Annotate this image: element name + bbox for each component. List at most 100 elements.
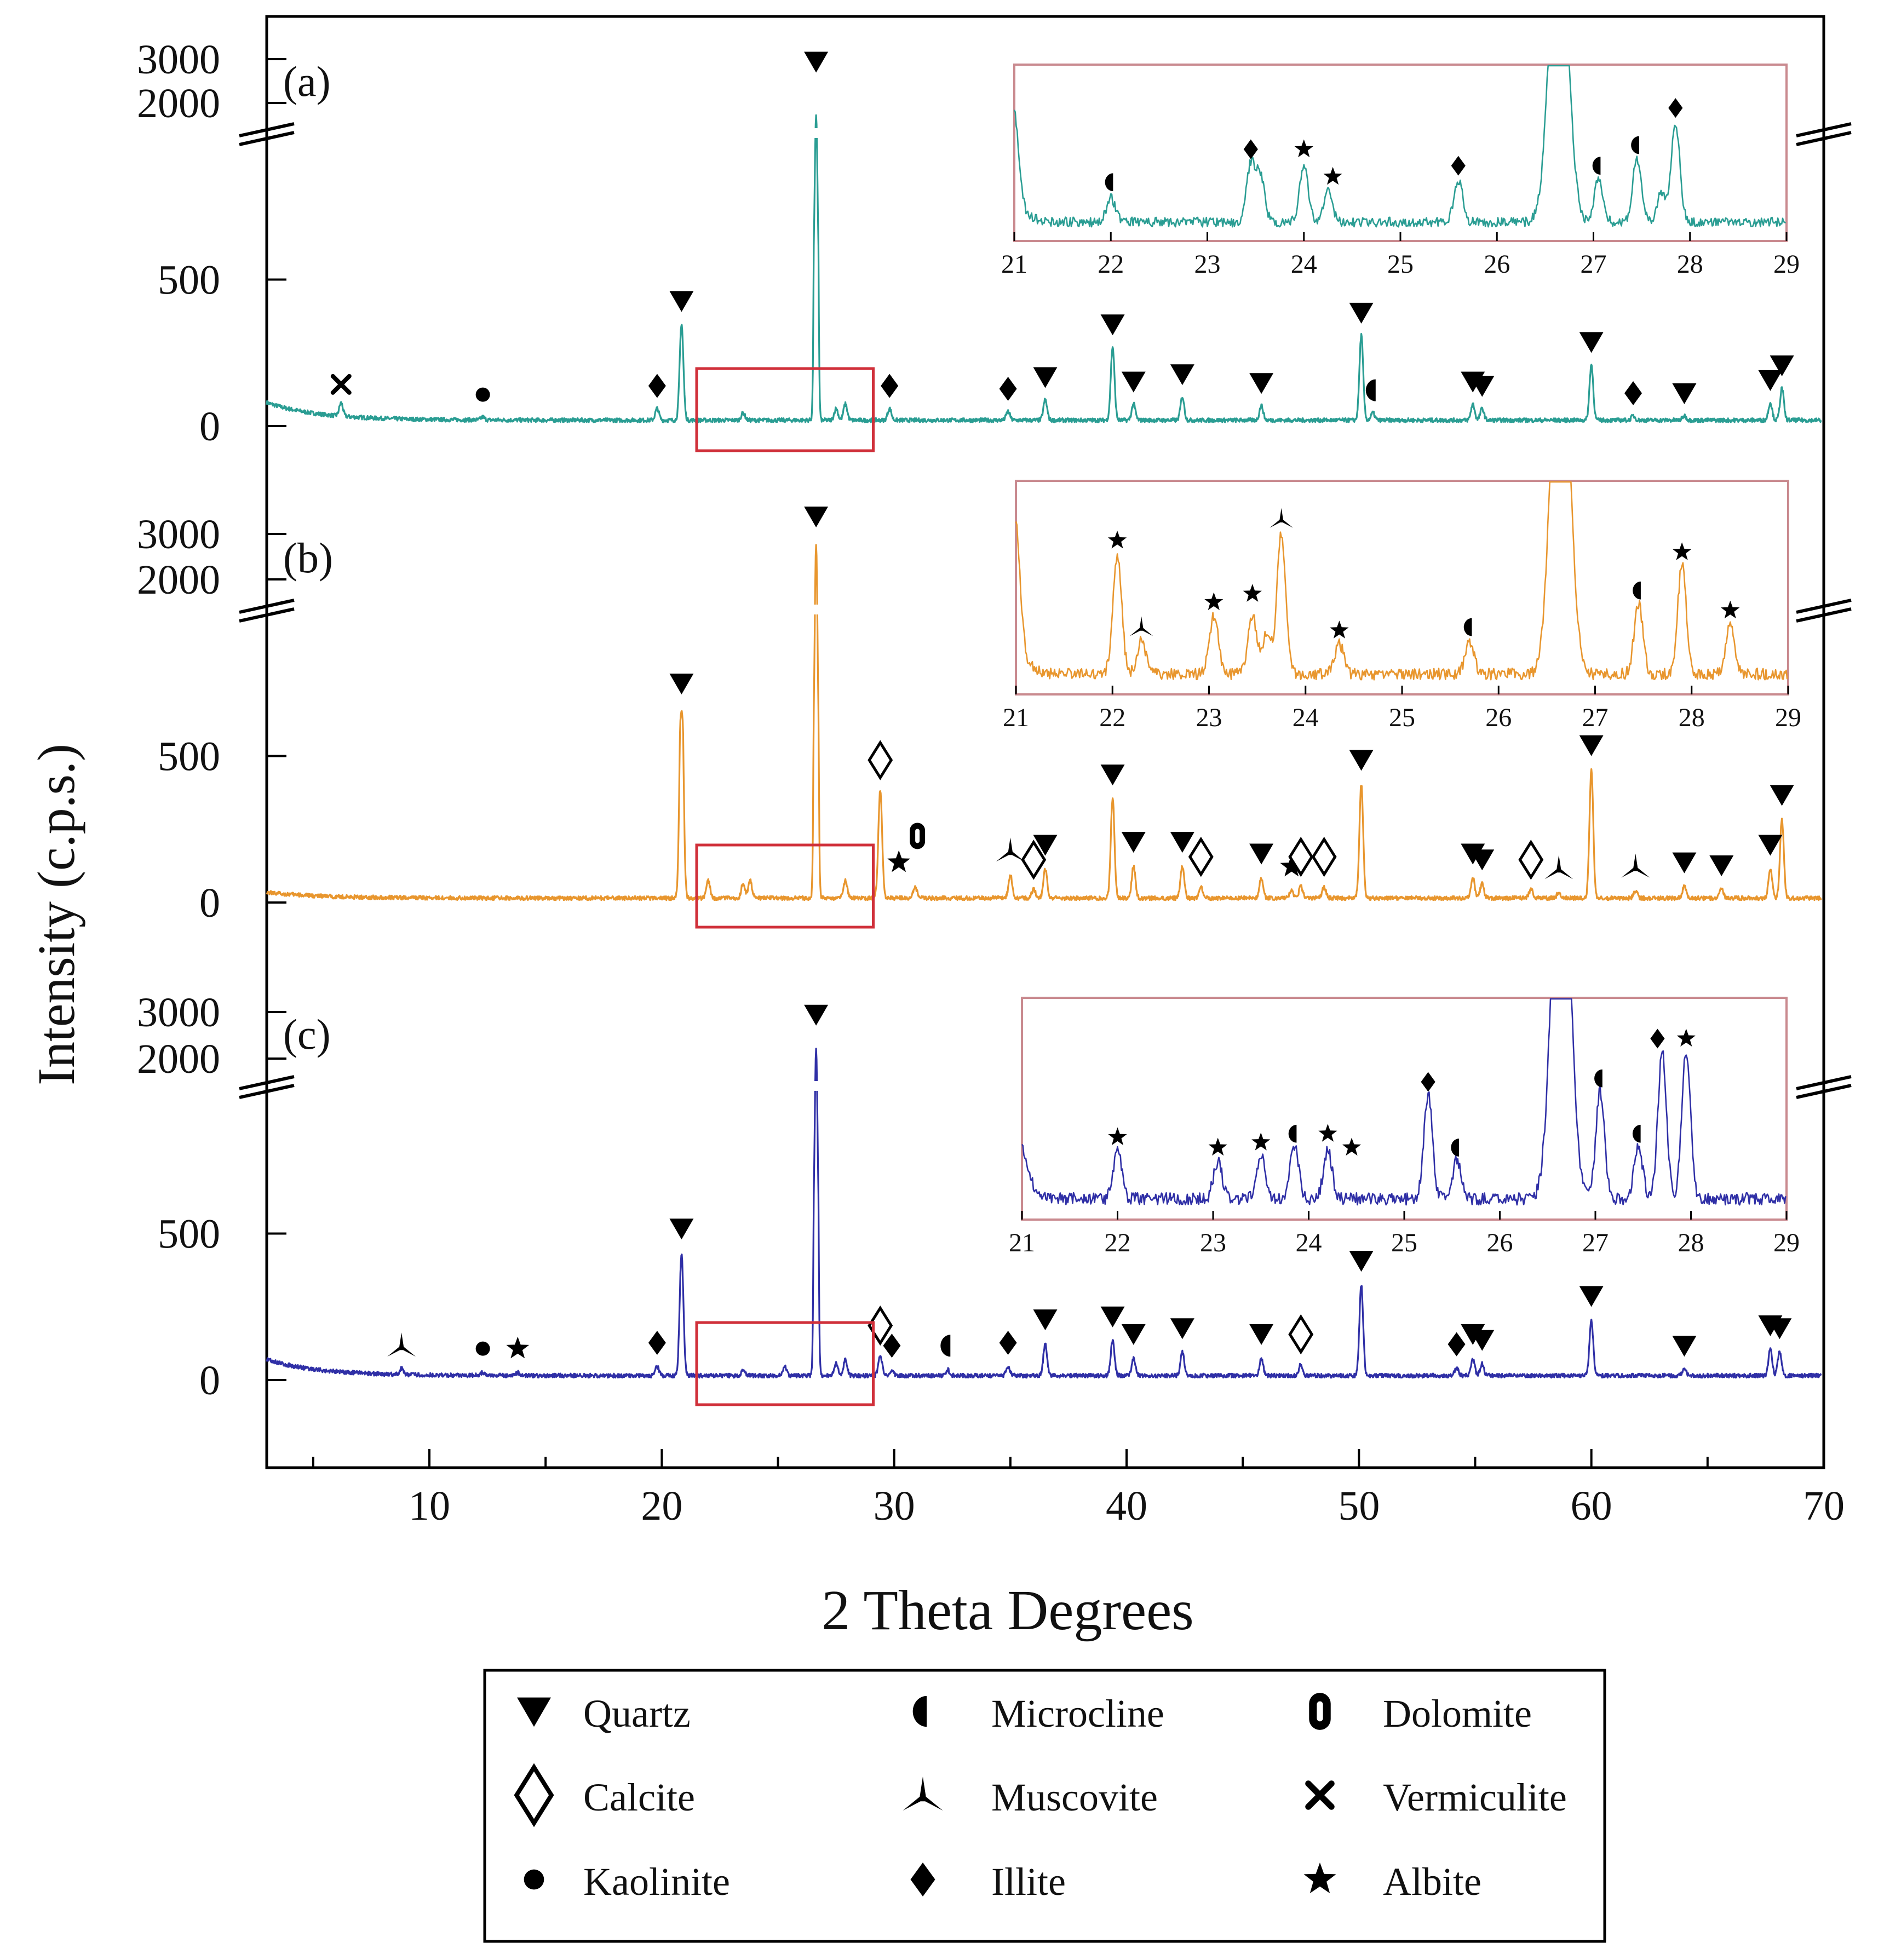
- inset-marker-microcline-shape: [1594, 1069, 1602, 1088]
- marker-dolomite: [910, 823, 926, 849]
- inset-x-tick-label: 22: [1105, 1228, 1131, 1257]
- inset-x-tick-label: 25: [1391, 1228, 1417, 1257]
- inset-x-tick-label: 28: [1677, 250, 1703, 279]
- inset-x-tick-label: 26: [1484, 250, 1510, 279]
- marker-quartz: [669, 673, 694, 694]
- marker-quartz-shape: [1758, 370, 1783, 391]
- marker-illite: [648, 373, 666, 398]
- x-tick-label: 20: [641, 1483, 682, 1529]
- legend-item-calcite: Calcite: [514, 1763, 695, 1827]
- inset-marker-muscovite-shape: [1129, 616, 1153, 636]
- inset-marker-albite-shape: [1294, 139, 1313, 158]
- inset-marker-albite: [1342, 1137, 1362, 1156]
- diffraction-line: [266, 1048, 1822, 1379]
- left-axis-break: [239, 599, 295, 614]
- y-axis-label: Intensity (c.p.s.): [27, 744, 85, 1085]
- legend-symbol-quartz-shape: [517, 1697, 551, 1727]
- x-tick-label: 60: [1571, 1483, 1612, 1529]
- inset-x-tick-label: 26: [1485, 703, 1512, 732]
- marker-quartz-shape: [1249, 843, 1274, 865]
- marker-quartz-shape: [1249, 1324, 1274, 1345]
- inset-diffraction-line: [1013, 65, 1787, 228]
- marker-quartz-shape: [1579, 735, 1604, 756]
- legend-label: Muscovite: [991, 1775, 1158, 1819]
- inset-marker-muscovite: [1129, 616, 1153, 636]
- inset-x-tick-label: 25: [1389, 703, 1415, 732]
- marker-quartz: [1579, 735, 1604, 756]
- marker-illite-shape: [999, 376, 1017, 401]
- inset-x-tick-label: 28: [1678, 1228, 1704, 1257]
- left-axis-break: [239, 122, 295, 137]
- marker-quartz: [1170, 364, 1194, 386]
- marker-calcite-shape: [868, 740, 893, 780]
- inset-marker-albite: [1673, 542, 1692, 560]
- inset-x-tick-label: 23: [1200, 1228, 1226, 1257]
- y-tick-label: 0: [199, 404, 220, 450]
- inset-marker-albite-shape: [1204, 592, 1224, 611]
- marker-muscovite: [387, 1332, 416, 1357]
- left-axis-break: [239, 131, 295, 146]
- legend-item-muscovite: Muscovite: [903, 1775, 1158, 1819]
- marker-quartz-shape: [1349, 750, 1374, 771]
- marker-kaolinite: [475, 1341, 490, 1356]
- inset-marker-albite-shape: [1251, 1133, 1271, 1151]
- legend-symbol-kaolinite: [524, 1869, 544, 1890]
- inset-x-tick-label: 22: [1098, 250, 1124, 279]
- legend-symbol-dolomite: [1309, 1693, 1331, 1730]
- inset-marker-albite-shape: [1208, 1137, 1227, 1156]
- marker-quartz-shape: [1349, 302, 1374, 324]
- marker-microcline: [940, 1335, 951, 1357]
- marker-quartz: [1249, 373, 1274, 394]
- inset-x-tick-label: 29: [1775, 703, 1801, 732]
- marker-quartz-shape: [1349, 1251, 1374, 1272]
- marker-quartz-shape: [1470, 1330, 1495, 1351]
- marker-quartz-shape: [1100, 1306, 1125, 1327]
- inset-marker-microcline-shape: [1105, 173, 1113, 192]
- panel-label: (b): [283, 534, 333, 582]
- inset-x-tick-label: 23: [1196, 703, 1222, 732]
- marker-calcite: [868, 1305, 893, 1346]
- inset-marker-microcline: [1451, 1139, 1460, 1157]
- marker-quartz: [1770, 355, 1794, 377]
- marker-quartz: [1121, 832, 1146, 853]
- inset-marker-microcline: [1105, 173, 1113, 192]
- inset-x-tick-label: 24: [1293, 703, 1319, 732]
- inset-x-tick-label: 24: [1291, 250, 1317, 279]
- inset-marker-albite: [1204, 592, 1224, 611]
- marker-quartz: [1249, 1324, 1274, 1345]
- y-tick-label: 0: [199, 1358, 220, 1404]
- inset-x-tick-label: 27: [1581, 250, 1607, 279]
- marker-quartz-shape: [1470, 849, 1495, 871]
- legend: Quartz Microcline Dolomite Calcite Muscovite…: [483, 1669, 1606, 1943]
- x-tick-label: 40: [1106, 1483, 1147, 1529]
- legend-label: Microcline: [991, 1692, 1164, 1735]
- marker-quartz: [1470, 1330, 1495, 1351]
- legend-symbol-vermiculite-shape: [1305, 1780, 1335, 1810]
- y-tick-label: 3000: [137, 37, 220, 83]
- inset-marker-illite-shape: [1451, 156, 1466, 176]
- inset-marker-albite: [1721, 600, 1740, 619]
- marker-albite: [887, 850, 911, 872]
- legend-symbol-illite-shape: [910, 1863, 935, 1896]
- marker-vermiculite-shape: [330, 373, 352, 395]
- inset-marker-albite: [1251, 1133, 1271, 1151]
- marker-illite: [1624, 381, 1642, 405]
- inset-marker-albite-shape: [1342, 1137, 1362, 1156]
- inset-marker-albite-shape: [1107, 531, 1127, 549]
- marker-quartz-shape: [1100, 765, 1125, 786]
- legend-label: Calcite: [583, 1775, 695, 1819]
- right-axis-break: [1796, 1084, 1852, 1099]
- inset-marker-microcline: [1463, 618, 1472, 636]
- legend-symbol-kaolinite-shape: [524, 1869, 544, 1890]
- marker-quartz-shape: [804, 507, 829, 527]
- legend-symbol-vermiculite: [1305, 1780, 1335, 1810]
- inset-marker-albite: [1318, 1124, 1337, 1142]
- legend-symbol-muscovite-shape: [903, 1777, 943, 1811]
- marker-muscovite-shape: [1621, 853, 1650, 878]
- y-tick-label: 500: [158, 1211, 220, 1257]
- inset: 21 22 23 24 25 26 27 28 29: [1009, 997, 1800, 1257]
- legend-symbol-microcline-shape: [912, 1695, 927, 1727]
- left-axis-break: [239, 1075, 295, 1090]
